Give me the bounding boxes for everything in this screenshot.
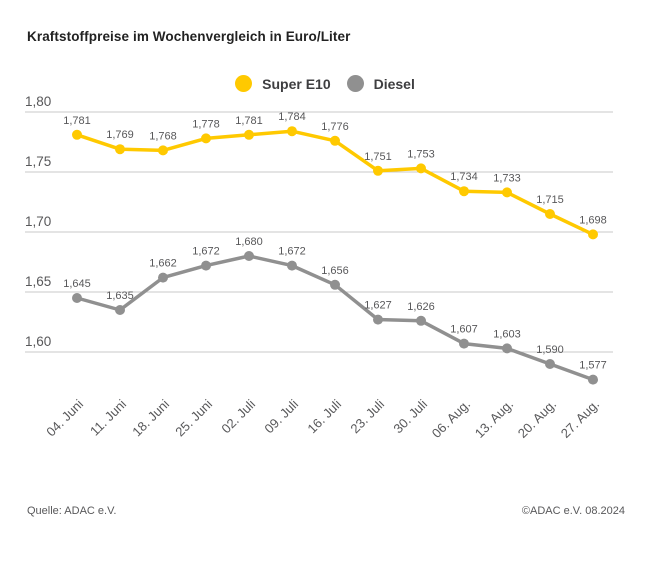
point-label-super-e10: 1,734 <box>450 171 478 183</box>
x-tick-label: 18. Juni <box>129 396 172 439</box>
point-label-super-e10: 1,715 <box>536 194 564 206</box>
legend-item-diesel: Diesel <box>346 75 415 92</box>
point-label-super-e10: 1,751 <box>364 151 392 163</box>
x-tick-label: 04. Juni <box>43 396 86 439</box>
point-label-super-e10: 1,769 <box>106 129 134 141</box>
x-tick-label: 09. Juli <box>261 396 301 436</box>
point-label-diesel: 1,607 <box>450 324 478 336</box>
data-point-diesel <box>502 343 512 354</box>
legend-label-diesel: Diesel <box>373 75 415 92</box>
data-point-super-e10 <box>72 129 82 140</box>
point-label-super-e10: 1,781 <box>63 115 91 127</box>
point-label-super-e10: 1,733 <box>493 172 521 184</box>
data-point-diesel <box>244 251 254 261</box>
data-point-diesel <box>459 338 469 349</box>
legend: Super E10 Diesel <box>0 75 650 92</box>
point-label-diesel: 1,672 <box>192 246 220 258</box>
legend-dot-diesel-icon <box>346 75 364 92</box>
data-point-diesel <box>330 279 340 290</box>
point-label-diesel: 1,635 <box>106 290 134 302</box>
legend-item-super-e10: Super E10 <box>235 75 331 92</box>
data-point-super-e10 <box>115 144 125 155</box>
y-tick-label: 1,70 <box>25 214 51 229</box>
x-tick-label: 30. Juli <box>390 396 430 436</box>
chart-footer: Quelle: ADAC e.V. ©ADAC e.V. 08.2024 <box>27 505 625 517</box>
data-point-super-e10 <box>201 133 211 144</box>
y-tick-label: 1,60 <box>25 334 51 349</box>
data-point-super-e10 <box>287 126 297 137</box>
point-label-diesel: 1,656 <box>321 265 349 277</box>
data-point-diesel <box>373 314 383 325</box>
point-label-super-e10: 1,698 <box>579 214 607 226</box>
x-tick-label: 13. Aug. <box>472 397 516 441</box>
data-point-super-e10 <box>502 187 512 198</box>
data-point-diesel <box>72 293 82 303</box>
x-tick-label: 25. Juni <box>172 396 215 439</box>
legend-dot-super-e10-icon <box>235 75 253 92</box>
point-label-super-e10: 1,781 <box>235 115 263 127</box>
legend-label-super-e10: Super E10 <box>262 75 331 92</box>
point-label-diesel: 1,662 <box>149 258 177 270</box>
x-tick-label: 06. Aug. <box>429 397 473 441</box>
data-point-super-e10 <box>373 165 383 176</box>
x-tick-label: 27. Aug. <box>558 397 602 441</box>
y-tick-label: 1,65 <box>25 274 51 289</box>
point-label-diesel: 1,645 <box>63 278 91 290</box>
data-point-diesel <box>201 260 211 271</box>
point-label-diesel: 1,603 <box>493 328 521 340</box>
x-tick-label: 02. Juli <box>218 396 258 436</box>
y-tick-label: 1,80 <box>25 94 51 109</box>
point-label-super-e10: 1,753 <box>407 148 435 160</box>
point-label-diesel: 1,680 <box>235 236 263 248</box>
point-label-diesel: 1,577 <box>579 360 607 372</box>
point-label-diesel: 1,626 <box>407 301 435 313</box>
point-label-diesel: 1,590 <box>536 344 564 356</box>
source-note: Quelle: ADAC e.V. <box>27 505 117 517</box>
data-point-super-e10 <box>545 209 555 219</box>
data-point-super-e10 <box>330 135 340 146</box>
data-point-super-e10 <box>588 229 598 240</box>
point-label-super-e10: 1,778 <box>192 118 220 130</box>
data-point-diesel <box>545 359 555 369</box>
data-point-diesel <box>588 374 598 385</box>
data-point-super-e10 <box>416 163 426 174</box>
data-point-super-e10 <box>158 145 168 156</box>
point-label-super-e10: 1,768 <box>149 130 177 142</box>
point-label-diesel: 1,627 <box>364 300 392 312</box>
data-point-diesel <box>287 260 297 271</box>
data-point-super-e10 <box>244 129 254 140</box>
y-tick-label: 1,75 <box>25 154 51 169</box>
data-point-super-e10 <box>459 186 469 197</box>
point-label-diesel: 1,672 <box>278 246 306 258</box>
data-point-diesel <box>115 305 125 315</box>
x-tick-label: 16. Juli <box>304 396 344 436</box>
data-point-diesel <box>416 315 426 326</box>
point-label-super-e10: 1,784 <box>278 111 306 123</box>
chart-title: Kraftstoffpreise im Wochenvergleich in E… <box>27 29 351 44</box>
data-point-diesel <box>158 272 168 283</box>
copyright-note: ©ADAC e.V. 08.2024 <box>521 505 625 517</box>
x-tick-label: 23. Juli <box>347 396 387 436</box>
point-label-super-e10: 1,776 <box>321 121 349 133</box>
x-tick-label: 11. Juni <box>87 396 129 438</box>
x-tick-label: 20. Aug. <box>515 397 559 441</box>
